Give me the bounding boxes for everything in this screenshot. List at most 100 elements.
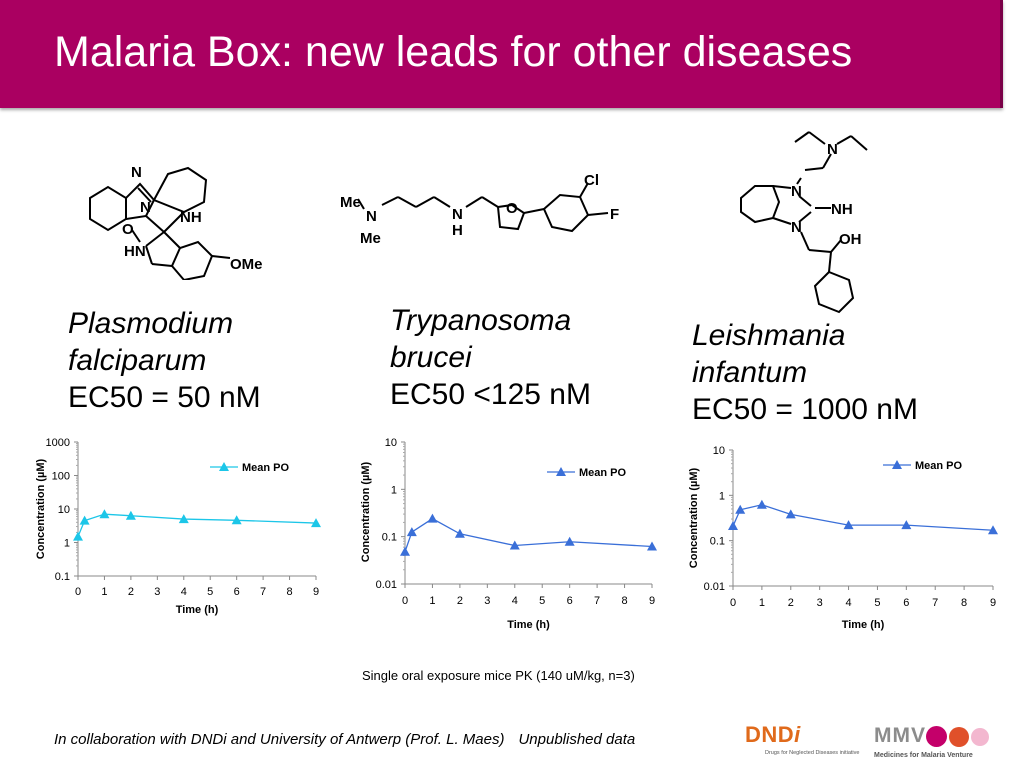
dndi-tagline: Drugs for Neglected Diseases initiative: [765, 750, 860, 756]
data-point-marker: [901, 520, 912, 530]
organism-name: Trypanosoma: [390, 304, 572, 337]
x-tick-label: 8: [961, 597, 967, 609]
x-tick-label: 7: [594, 595, 600, 607]
dndi-logo: DNDi Drugs for Neglected Diseases initia…: [745, 722, 859, 756]
x-tick-label: 1: [101, 586, 107, 598]
data-point-marker: [125, 510, 136, 520]
x-tick-label: 1: [759, 597, 765, 609]
organism-name: falciparum: [68, 344, 207, 377]
pk-study-caption: Single oral exposure mice PK (140 uM/kg,…: [362, 668, 635, 683]
y-tick-label: 0.01: [704, 581, 725, 593]
x-tick-label: 0: [75, 586, 81, 598]
x-tick-label: 6: [903, 597, 909, 609]
pk-chart-leishmania: 0.01 0.1 1 10 0 1 2 3 4 5 6 7 8 9 Time (h) Concentratio…: [688, 445, 998, 631]
x-tick-label: 4: [181, 586, 187, 598]
atom-label: H: [452, 222, 463, 239]
atom-label: O: [122, 221, 134, 238]
footer-note: In collaboration with DNDi and Universit…: [54, 731, 635, 748]
series-line: [404, 517, 653, 552]
data-point-marker: [311, 518, 321, 528]
y-tick-label: 1: [64, 538, 70, 550]
y-axis-title: Concentration (µM): [360, 461, 372, 562]
y-tick-label: 10: [385, 437, 397, 449]
data-point-marker: [79, 515, 90, 525]
mmv-dot-3: [971, 728, 989, 746]
data-point-marker: [647, 541, 657, 551]
data-point-marker: [454, 528, 465, 538]
atom-label: N: [366, 208, 377, 225]
mmv-dot-2: [949, 727, 969, 747]
y-axis-title: Concentration (µM): [688, 467, 700, 568]
x-tick-label: 7: [260, 586, 266, 598]
x-axis-title: Time (h): [507, 619, 550, 631]
atom-label: NH: [180, 209, 202, 226]
legend-label: Mean PO: [915, 460, 963, 472]
pk-chart-plasmodium: 0.1 1 10 100 1000 0 1 2 3 4 5 6 7 8 9 Time (h) Concentra…: [35, 437, 321, 616]
x-tick-label: 7: [932, 597, 938, 609]
x-tick-label: 3: [817, 597, 823, 609]
atom-label: OH: [839, 231, 862, 248]
molecule-structure-2: Me N Me N H O Cl F: [340, 172, 619, 247]
data-point-marker: [99, 509, 110, 519]
y-axis-title: Concentration (µM): [35, 458, 47, 559]
x-tick-label: 9: [990, 597, 996, 609]
x-tick-label: 5: [207, 586, 213, 598]
data-point-marker: [178, 514, 189, 524]
x-tick-label: 9: [313, 586, 319, 598]
y-tick-label: 10: [713, 445, 725, 457]
data-point-marker: [231, 515, 242, 525]
y-tick-label: 0.1: [382, 532, 397, 544]
data-point-marker: [427, 513, 438, 523]
data-point-marker: [564, 536, 575, 546]
x-tick-label: 5: [874, 597, 880, 609]
data-point-marker: [756, 499, 767, 509]
mmv-tagline: Medicines for Malaria Venture: [874, 752, 973, 759]
y-tick-label: 1000: [46, 437, 70, 449]
legend-label: Mean PO: [579, 467, 627, 479]
data-point-marker: [728, 521, 738, 531]
data-point-marker: [509, 540, 520, 550]
organism-name: Plasmodium: [68, 307, 234, 340]
x-tick-label: 6: [567, 595, 573, 607]
data-point-marker: [73, 531, 83, 541]
organism-name: infantum: [692, 356, 808, 389]
x-tick-label: 2: [457, 595, 463, 607]
unpublished-note: Unpublished data: [518, 731, 636, 748]
title-bar: Malaria Box: new leads for other disease…: [0, 0, 1003, 108]
data-point-marker: [785, 509, 796, 519]
atom-label: N: [131, 164, 142, 181]
ec50-value: EC50 = 1000 nM: [692, 393, 918, 426]
legend-marker: [219, 462, 229, 471]
x-tick-label: 5: [539, 595, 545, 607]
atom-label: OMe: [230, 256, 263, 273]
legend-marker: [892, 460, 902, 469]
mmv-wordmark: MMV: [874, 724, 926, 747]
atom-label: N: [791, 183, 802, 200]
y-tick-label: 0.1: [710, 536, 725, 548]
atom-label: Me: [360, 230, 381, 247]
atom-label: F: [610, 206, 619, 223]
x-axis-title: Time (h): [842, 619, 885, 631]
atom-label: NH: [831, 201, 853, 218]
x-tick-label: 3: [484, 595, 490, 607]
data-point-marker: [735, 504, 746, 514]
organism-name: brucei: [390, 341, 472, 374]
data-point-marker: [843, 520, 854, 530]
atom-label: Me: [340, 194, 361, 211]
y-tick-label: 1: [719, 490, 725, 502]
x-tick-label: 8: [286, 586, 292, 598]
atom-label: O: [506, 200, 518, 217]
ec50-value: EC50 <125 nM: [390, 378, 591, 411]
y-tick-label: 0.1: [55, 571, 70, 583]
pk-chart-trypanosoma: 0.01 0.1 1 10 0 1 2 3 4 5 6 7 8 9 Time (h) Concentratio…: [360, 437, 657, 631]
y-tick-label: 100: [52, 471, 70, 483]
data-point-marker: [406, 527, 417, 537]
x-tick-label: 9: [649, 595, 655, 607]
organism-label-leishmania: Leishmania infantum EC50 = 1000 nM: [692, 317, 918, 428]
mmv-dot-1: [926, 726, 947, 747]
mmv-logo: MMV Medicines for Malaria Venture: [874, 724, 989, 759]
data-point-marker: [988, 525, 998, 535]
x-tick-label: 3: [154, 586, 160, 598]
series-line: [77, 513, 317, 537]
organism-label-trypanosoma: Trypanosoma brucei EC50 <125 nM: [390, 302, 591, 413]
